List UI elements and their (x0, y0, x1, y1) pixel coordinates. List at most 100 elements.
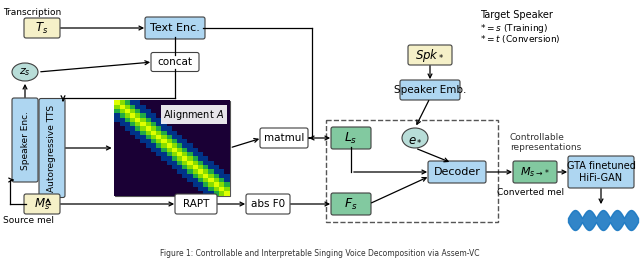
Text: $z_s$: $z_s$ (19, 66, 31, 78)
Bar (125, 191, 131, 196)
Bar (193, 117, 198, 122)
Bar (135, 122, 141, 127)
Bar (146, 152, 151, 157)
Bar (172, 113, 177, 118)
Text: Transcription: Transcription (3, 8, 61, 17)
Bar (166, 130, 172, 135)
Bar (203, 148, 209, 153)
Bar (156, 191, 162, 196)
Bar (125, 117, 131, 122)
Bar (135, 157, 141, 161)
Bar (188, 126, 193, 131)
Text: Text Enc.: Text Enc. (150, 23, 200, 33)
Bar (172, 109, 177, 114)
Bar (172, 148, 177, 153)
Bar (125, 139, 131, 144)
Text: $*=t$ (Conversion): $*=t$ (Conversion) (480, 33, 561, 45)
Bar (146, 105, 151, 109)
Bar (198, 113, 204, 118)
Bar (166, 148, 172, 153)
Bar (209, 143, 214, 148)
Bar (182, 139, 188, 144)
FancyBboxPatch shape (408, 45, 452, 65)
Bar (140, 139, 146, 144)
Ellipse shape (12, 63, 38, 81)
Bar (120, 169, 125, 174)
Bar (135, 187, 141, 191)
Bar (161, 139, 167, 144)
Bar (172, 135, 177, 140)
Bar (198, 100, 204, 105)
Bar (135, 191, 141, 196)
Bar (182, 126, 188, 131)
Bar (209, 126, 214, 131)
Bar (115, 157, 120, 161)
Bar (198, 117, 204, 122)
Text: $M_{s\to*}$: $M_{s\to*}$ (520, 165, 550, 179)
Bar (188, 109, 193, 114)
Text: $L_s$: $L_s$ (344, 130, 358, 145)
Bar (130, 148, 136, 153)
Bar (193, 161, 198, 166)
Bar (188, 161, 193, 166)
Bar (172, 191, 177, 196)
Bar (188, 165, 193, 170)
Bar (177, 135, 182, 140)
Bar (135, 148, 141, 153)
Bar (203, 122, 209, 127)
FancyBboxPatch shape (175, 194, 217, 214)
Bar (156, 169, 162, 174)
Bar (203, 182, 209, 187)
Bar (151, 169, 157, 174)
Bar (166, 139, 172, 144)
Bar (224, 178, 230, 183)
Bar (198, 143, 204, 148)
Bar (166, 143, 172, 148)
Bar (224, 143, 230, 148)
Bar (182, 105, 188, 109)
Bar (219, 148, 225, 153)
Bar (177, 139, 182, 144)
Bar (182, 135, 188, 140)
Bar (177, 169, 182, 174)
Bar (146, 169, 151, 174)
Bar (146, 148, 151, 153)
Bar (166, 109, 172, 114)
Bar (209, 130, 214, 135)
Bar (177, 105, 182, 109)
Bar (182, 143, 188, 148)
Bar (161, 169, 167, 174)
Bar (193, 143, 198, 148)
Bar (219, 169, 225, 174)
Bar (198, 182, 204, 187)
Bar (209, 113, 214, 118)
Bar (188, 122, 193, 127)
Bar (219, 130, 225, 135)
Bar (166, 113, 172, 118)
Text: Speaker Enc.: Speaker Enc. (20, 111, 29, 169)
Bar (135, 105, 141, 109)
Bar (209, 191, 214, 196)
FancyBboxPatch shape (12, 98, 38, 182)
Bar (203, 191, 209, 196)
Bar (172, 187, 177, 191)
Bar (135, 113, 141, 118)
Bar (224, 148, 230, 153)
Bar (203, 161, 209, 166)
Bar (140, 187, 146, 191)
Bar (172, 157, 177, 161)
Bar (161, 126, 167, 131)
Bar (214, 191, 220, 196)
Bar (130, 169, 136, 174)
Bar (156, 105, 162, 109)
Bar (161, 113, 167, 118)
Text: Figure 1: Controllable and Interpretable Singing Voice Decomposition via Assem-V: Figure 1: Controllable and Interpretable… (160, 249, 480, 258)
Bar (177, 152, 182, 157)
Bar (182, 148, 188, 153)
Bar (115, 182, 120, 187)
Bar (151, 157, 157, 161)
Bar (224, 100, 230, 105)
Bar (198, 161, 204, 166)
Bar (219, 182, 225, 187)
Bar (188, 143, 193, 148)
